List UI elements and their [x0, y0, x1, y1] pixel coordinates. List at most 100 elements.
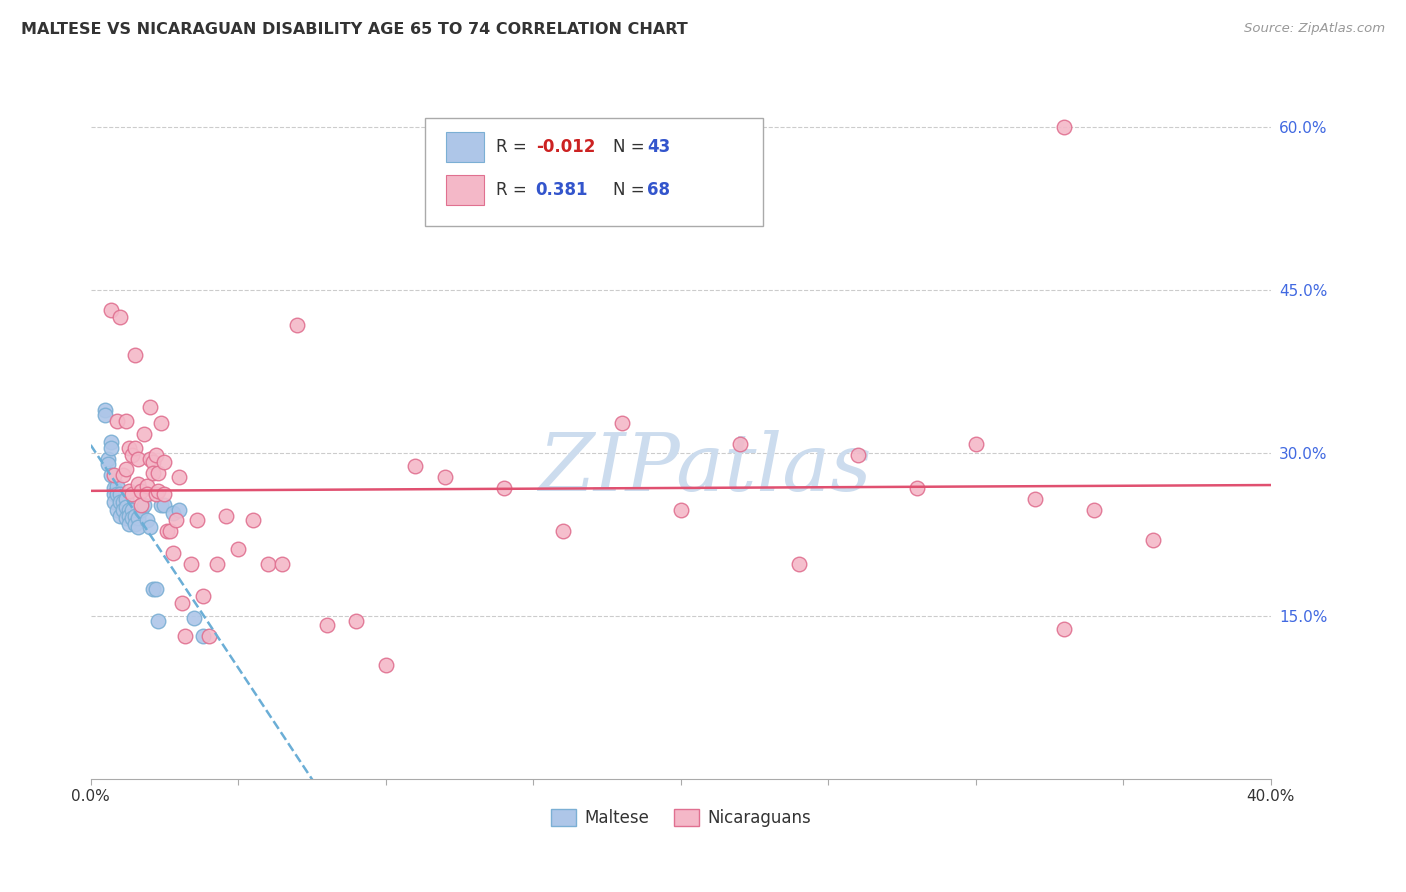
Point	[156, 524, 179, 539]
Point	[103, 495, 125, 509]
Point	[167, 502, 190, 516]
Text: MALTESE VS NICARAGUAN DISABILITY AGE 65 TO 74 CORRELATION CHART: MALTESE VS NICARAGUAN DISABILITY AGE 65 …	[21, 22, 688, 37]
Point	[145, 448, 167, 462]
Point	[174, 629, 197, 643]
Point	[153, 498, 176, 512]
Point	[135, 487, 157, 501]
Point	[100, 441, 122, 455]
Point	[103, 467, 125, 482]
Point	[132, 426, 155, 441]
Point	[1083, 502, 1105, 516]
Point	[112, 495, 135, 509]
Point	[108, 509, 131, 524]
Text: 68: 68	[647, 181, 669, 199]
Point	[183, 611, 205, 625]
Point	[167, 470, 190, 484]
Point	[787, 557, 810, 571]
Point	[94, 402, 117, 417]
Point	[105, 502, 128, 516]
Point	[148, 466, 170, 480]
Text: 43: 43	[647, 138, 671, 156]
Point	[242, 513, 264, 527]
Point	[121, 502, 143, 516]
Text: N =: N =	[613, 181, 650, 199]
Point	[145, 582, 167, 596]
Point	[124, 348, 146, 362]
Point	[271, 557, 294, 571]
Point	[105, 487, 128, 501]
Point	[138, 451, 160, 466]
Point	[226, 541, 249, 556]
Point	[1142, 533, 1164, 547]
Point	[127, 520, 149, 534]
Point	[108, 487, 131, 501]
Point	[121, 487, 143, 501]
Point	[285, 318, 308, 332]
Point	[153, 455, 176, 469]
Point	[115, 413, 138, 427]
Point	[433, 470, 456, 484]
Point	[105, 478, 128, 492]
Point	[148, 484, 170, 499]
Point	[142, 582, 165, 596]
Point	[115, 511, 138, 525]
Point	[129, 484, 152, 499]
Point	[1053, 622, 1076, 636]
Legend: Maltese, Nicaraguans: Maltese, Nicaraguans	[544, 803, 817, 834]
Point	[115, 500, 138, 515]
Point	[118, 441, 141, 455]
Point	[135, 478, 157, 492]
Point	[94, 408, 117, 422]
Point	[669, 502, 692, 516]
Text: Source: ZipAtlas.com: Source: ZipAtlas.com	[1244, 22, 1385, 36]
Point	[129, 498, 152, 512]
Point	[162, 506, 184, 520]
Point	[162, 546, 184, 560]
Point	[124, 441, 146, 455]
Point	[492, 481, 515, 495]
Point	[207, 557, 229, 571]
Point	[105, 413, 128, 427]
Point	[127, 476, 149, 491]
Point	[129, 502, 152, 516]
Point	[115, 491, 138, 506]
Text: ZIPatlas: ZIPatlas	[537, 430, 872, 507]
Point	[404, 459, 426, 474]
Point	[112, 502, 135, 516]
Point	[159, 524, 181, 539]
Point	[191, 629, 214, 643]
Point	[115, 462, 138, 476]
Point	[256, 557, 278, 571]
Point	[118, 484, 141, 499]
Point	[965, 437, 987, 451]
Point	[905, 481, 928, 495]
Point	[138, 520, 160, 534]
Point	[150, 416, 173, 430]
Point	[108, 310, 131, 325]
Point	[142, 466, 165, 480]
Point	[97, 457, 120, 471]
Point	[100, 435, 122, 450]
Point	[180, 557, 202, 571]
Point	[138, 401, 160, 415]
Point	[118, 509, 141, 524]
Point	[150, 498, 173, 512]
Point	[127, 511, 149, 525]
Point	[124, 509, 146, 524]
Point	[118, 502, 141, 516]
Text: 0.381: 0.381	[536, 181, 588, 199]
Point	[344, 615, 367, 629]
Point	[215, 509, 238, 524]
Point	[100, 467, 122, 482]
Point	[1053, 120, 1076, 135]
Point	[135, 513, 157, 527]
Point	[103, 481, 125, 495]
Text: R =: R =	[496, 138, 533, 156]
Point	[124, 516, 146, 531]
Point	[728, 437, 751, 451]
Point	[121, 511, 143, 525]
Point	[142, 455, 165, 469]
Point	[132, 498, 155, 512]
Point	[191, 590, 214, 604]
Point	[145, 487, 167, 501]
